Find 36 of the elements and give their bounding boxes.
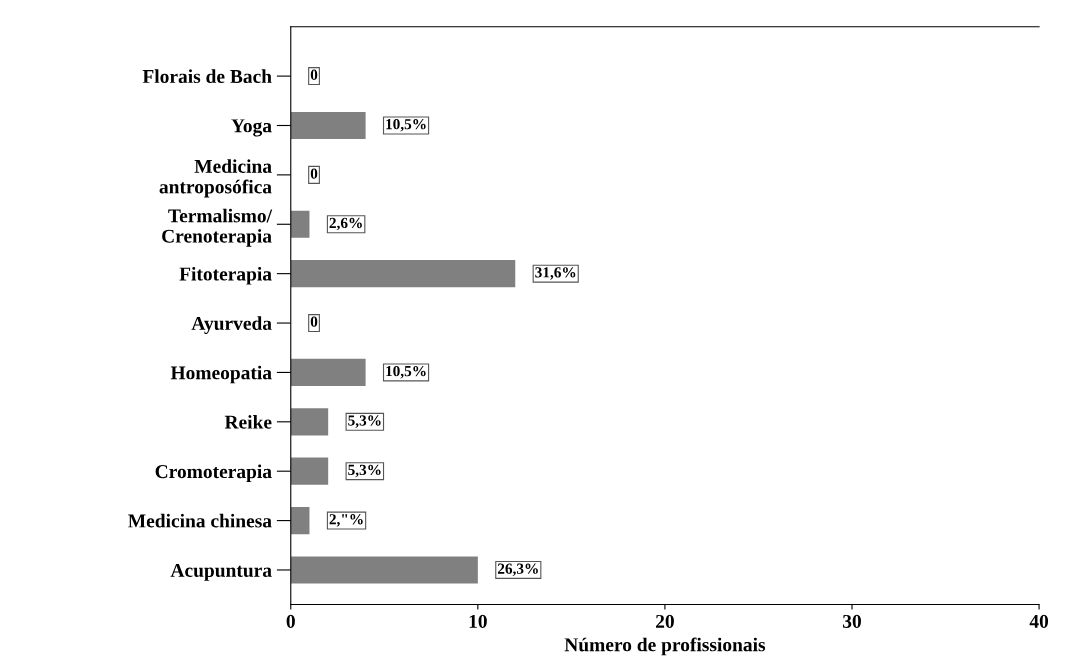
y-tick-label: Medicina antroposófica (159, 159, 272, 198)
annotation: 10,5% (386, 365, 426, 379)
y-tick-label: Florais de Bach (142, 69, 272, 84)
x-axis-title: Número de profissionais (564, 637, 766, 656)
annotation: 0 (310, 168, 318, 179)
x-tick-label: 40 (1029, 614, 1049, 628)
bar (290, 507, 310, 535)
annotation: 10,5% (386, 119, 426, 132)
bar (290, 358, 366, 387)
annotation: 0 (310, 69, 318, 80)
y-tick-label: Homeopatia (170, 365, 272, 384)
x-tick-label: 0 (286, 614, 295, 628)
y-tick-label: Yoga (231, 119, 272, 137)
x-tick-label: 20 (656, 614, 674, 628)
annotation: 2,"% (329, 514, 363, 527)
annotation: 5,3% (348, 415, 381, 428)
bar (290, 408, 329, 436)
x-tick-label: 10 (469, 614, 487, 628)
bar (290, 556, 478, 584)
annotation: 2,6% (329, 217, 362, 231)
annotation: 0 (310, 316, 318, 327)
y-tick-label: Ayurveda (191, 316, 272, 334)
annotation: 5,3% (348, 464, 381, 478)
y-tick-label: Reike (224, 415, 272, 429)
bar (290, 210, 310, 238)
y-tick-label: Acupuntura (170, 563, 272, 581)
annotation: 26,3% (497, 563, 538, 577)
y-tick-label: Fitoterapia (179, 266, 272, 285)
y-tick-label: Cromoterapia (155, 464, 272, 483)
x-tick-label: 30 (843, 614, 861, 628)
bar (290, 111, 366, 140)
bar (290, 457, 329, 485)
annotation: 31,6% (535, 267, 576, 280)
y-tick-label: Termalismo/ Crenoterapia (162, 208, 273, 247)
y-tick-label: Medicina chinesa (128, 513, 272, 528)
bar (290, 260, 516, 288)
